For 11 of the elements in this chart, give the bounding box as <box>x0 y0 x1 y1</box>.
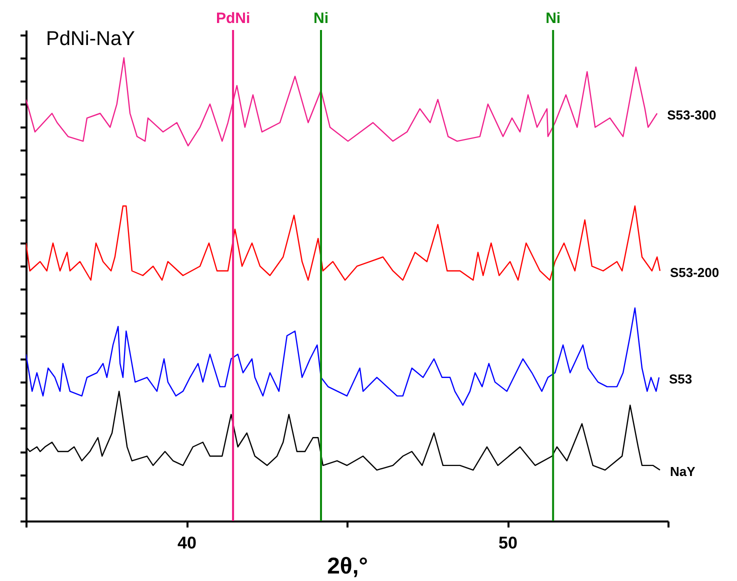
series-label: S53-200 <box>670 264 720 280</box>
chart-title: PdNi-NaY <box>46 28 135 50</box>
ref-line-label: Ni <box>546 10 561 27</box>
series-label: S53-300 <box>667 107 716 122</box>
series-label: S53 <box>669 371 692 386</box>
ref-line-label: Ni <box>314 10 328 27</box>
x-tick-label: 40 <box>178 534 196 552</box>
x-axis-title: 2θ,° <box>327 552 368 578</box>
x-tick-label: 50 <box>498 534 518 552</box>
series-label: NaY <box>670 464 696 480</box>
ref-line-label: PdNi <box>216 10 250 27</box>
